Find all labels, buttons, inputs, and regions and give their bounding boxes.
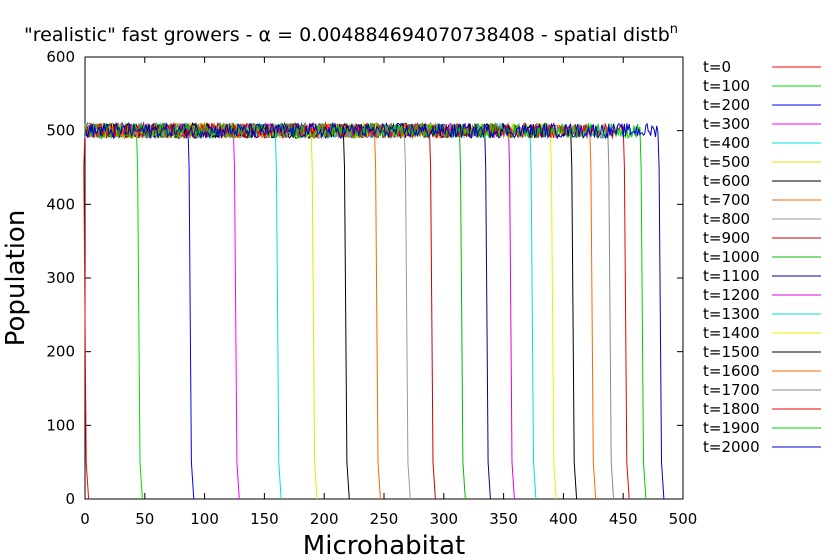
legend-label-t-0: t=0 (703, 58, 731, 76)
series-line-t-1300 (84, 121, 537, 500)
axis-ticks: 0 50 100 150 200 250 300 350 400 450 500 0 100 200 300… (46, 48, 697, 528)
legend-label-t-1500: t=1500 (703, 343, 760, 361)
series-line-t-1900 (84, 122, 647, 500)
legend-label-t-600: t=600 (703, 172, 750, 190)
x-axis-label: Microhabitat (303, 531, 465, 560)
x-tick-label: 0 (80, 510, 90, 528)
series-line-t-1500 (84, 121, 578, 500)
y-tick-label: 600 (46, 48, 75, 66)
legend-label-t-900: t=900 (703, 229, 750, 247)
x-tick-label: 50 (135, 510, 154, 528)
y-tick-label: 400 (46, 195, 75, 213)
series-line-t-1100 (84, 121, 491, 500)
y-tick-label: 300 (46, 269, 75, 287)
series-line-t-300 (84, 121, 240, 500)
legend-label-t-500: t=500 (703, 153, 750, 171)
series-line-t-800 (84, 122, 411, 500)
legend-label-t-1900: t=1900 (703, 419, 760, 437)
y-axis-label: Population (1, 210, 31, 347)
x-tick-label: 200 (310, 510, 339, 528)
legend-label-t-1200: t=1200 (703, 286, 760, 304)
y-tick-label: 100 (46, 416, 75, 434)
legend-label-t-100: t=100 (703, 77, 750, 95)
chart-title: "realistic" fast growers - α = 0.0048846… (24, 22, 678, 46)
x-tick-label: 350 (489, 510, 518, 528)
legend-label-t-1600: t=1600 (703, 362, 760, 380)
legend-label-t-1300: t=1300 (703, 305, 760, 323)
legend-label-t-400: t=400 (703, 134, 750, 152)
x-tick-label: 150 (250, 510, 279, 528)
legend-label-t-2000: t=2000 (703, 438, 760, 456)
legend-label-t-700: t=700 (703, 191, 750, 209)
legend-label-t-300: t=300 (703, 115, 750, 133)
series-line-t-1800 (84, 122, 630, 500)
legend-label-t-1700: t=1700 (703, 381, 760, 399)
legend-label-t-1400: t=1400 (703, 324, 760, 342)
series-line-t-0 (83, 128, 90, 500)
series-lines (83, 121, 665, 500)
legend-label-t-1800: t=1800 (703, 400, 760, 418)
series-line-t-1600 (84, 121, 597, 500)
x-tick-label: 250 (370, 510, 399, 528)
x-tick-label: 500 (669, 510, 698, 528)
y-tick-label: 200 (46, 343, 75, 361)
series-line-t-600 (84, 122, 350, 500)
legend-label-t-800: t=800 (703, 210, 750, 228)
series-line-t-400 (84, 121, 282, 500)
series-line-t-100 (84, 123, 143, 500)
y-tick-label: 0 (65, 490, 75, 508)
series-line-t-700 (84, 122, 381, 500)
legend-label-t-200: t=200 (703, 96, 750, 114)
series-line-t-1700 (84, 121, 615, 500)
x-tick-label: 300 (429, 510, 458, 528)
x-tick-label: 450 (609, 510, 638, 528)
x-tick-label: 100 (190, 510, 219, 528)
series-line-t-2000 (84, 121, 665, 500)
series-line-t-1000 (84, 121, 466, 500)
legend-label-t-1100: t=1100 (703, 267, 760, 285)
series-line-t-500 (84, 122, 318, 500)
legend: t=0t=100t=200t=300t=400t=500t=600t=700t=… (703, 58, 821, 456)
x-tick-label: 400 (549, 510, 578, 528)
y-tick-label: 500 (46, 122, 75, 140)
series-line-t-1200 (84, 122, 515, 500)
legend-label-t-1000: t=1000 (703, 248, 760, 266)
